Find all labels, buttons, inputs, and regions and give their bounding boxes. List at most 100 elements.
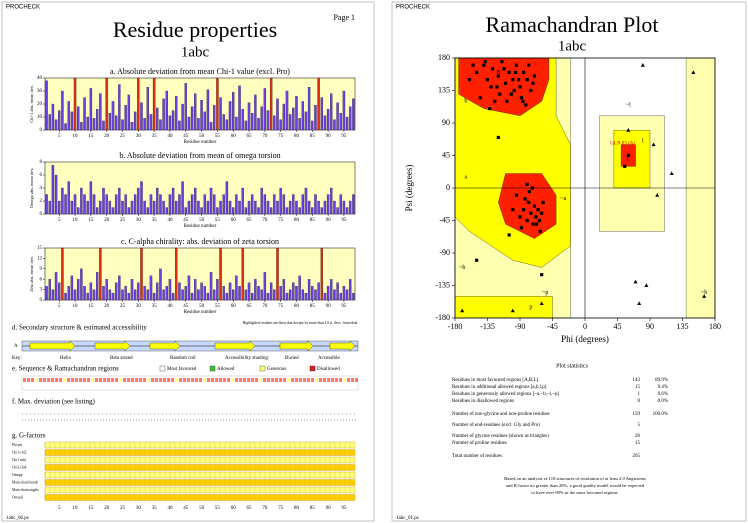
residue-point <box>518 85 522 89</box>
seq-cell <box>87 378 90 382</box>
x-tick-label: 30 <box>136 218 142 223</box>
stats-cell: 159 <box>633 412 641 417</box>
y-tick-label: -180 <box>435 313 450 322</box>
residue-point <box>522 70 526 75</box>
bar <box>304 111 308 131</box>
bar <box>171 187 175 215</box>
key-coil: Random coil <box>170 356 196 361</box>
bar <box>108 200 112 215</box>
residue-point <box>471 63 475 67</box>
bar <box>285 90 289 131</box>
footer: 1abc_06.ps <box>6 516 29 521</box>
x-tick-label: 5 <box>58 304 61 309</box>
residue-point <box>525 78 529 82</box>
x-tick-label: 60 <box>231 304 237 309</box>
bar <box>247 282 251 301</box>
x-tick-label: 65 <box>247 218 253 223</box>
residue-point <box>507 70 511 75</box>
stats-cell: 15 <box>635 441 641 446</box>
bar <box>80 122 83 131</box>
bar <box>238 200 241 215</box>
bar <box>339 112 342 131</box>
bar <box>260 289 263 301</box>
seq-cell <box>207 378 210 382</box>
bar <box>70 111 74 131</box>
seq-cell <box>287 378 290 382</box>
residue-point <box>541 200 545 205</box>
seq-cell <box>27 378 30 382</box>
bar <box>190 292 194 301</box>
seq-cell <box>103 378 106 382</box>
bar <box>216 207 219 215</box>
residue-point <box>514 70 518 75</box>
bar <box>175 200 178 215</box>
footnote: to have over 90% in the most favoured re… <box>531 490 618 495</box>
residue-point <box>475 258 479 262</box>
y-tick-label: 0 <box>446 183 450 192</box>
bar <box>232 92 235 131</box>
bar <box>219 97 222 131</box>
stats-cell: Residues in additional allowed regions [… <box>452 385 547 390</box>
y-tick-label: 6 <box>40 277 43 282</box>
bar <box>336 282 339 301</box>
section-title: f. Max. deviation (see listing) <box>12 398 95 406</box>
y-tick-label: -90 <box>439 248 450 257</box>
bar <box>301 289 305 301</box>
seq-cell <box>251 378 254 382</box>
bar <box>143 200 146 215</box>
bar <box>304 292 308 301</box>
bar <box>307 86 311 131</box>
seq-cell <box>151 378 154 382</box>
glycine-point <box>651 142 656 147</box>
seq-cell <box>239 378 242 382</box>
x-tick-label: 10 <box>73 506 79 511</box>
gfactor-row-label: Chi1-chi2 <box>12 450 27 454</box>
bar <box>200 282 203 301</box>
residue-point <box>626 153 630 158</box>
bar <box>320 97 323 131</box>
bar <box>200 99 203 131</box>
stats-cell: 5 <box>638 423 641 428</box>
bar <box>67 101 70 131</box>
seq-cell <box>63 378 66 382</box>
x-tick-label: 30 <box>136 304 142 309</box>
y-tick-label: -135 <box>435 280 450 289</box>
bar <box>152 200 156 215</box>
seq-cell <box>155 378 158 382</box>
bar <box>320 247 323 301</box>
seq-cell <box>267 378 270 382</box>
x-tick-label: 5 <box>58 506 61 511</box>
x-tick-label: -45 <box>547 322 558 331</box>
seq-cell <box>175 378 178 382</box>
residue-point <box>496 135 500 140</box>
seq-cell <box>231 378 234 382</box>
bar <box>54 119 58 131</box>
bar <box>304 187 308 215</box>
seq-cell <box>203 378 206 382</box>
bar <box>228 101 232 131</box>
bar <box>130 200 134 215</box>
bar <box>152 292 156 301</box>
bar <box>45 286 48 301</box>
residue-point <box>538 229 542 233</box>
seq-cell <box>199 378 202 382</box>
seq-cell <box>59 378 62 382</box>
region-label: ~a <box>560 196 566 202</box>
bar <box>238 85 241 131</box>
seq-cell <box>95 378 98 382</box>
ss-strand <box>329 340 356 352</box>
x-tick-label: 85 <box>310 134 316 139</box>
bar <box>298 118 301 131</box>
bar <box>118 187 121 215</box>
residue-point <box>511 208 515 212</box>
bar <box>273 289 276 301</box>
x-tick-label: 15 <box>88 134 94 139</box>
bar <box>99 247 102 301</box>
x-tick-label: 15 <box>88 506 94 511</box>
region-label: p <box>529 305 532 311</box>
bar <box>247 102 251 131</box>
bar <box>143 286 146 301</box>
bar <box>111 207 115 215</box>
gfactor-row-label: Phi-psi <box>12 443 22 447</box>
legend-label: Generous <box>267 367 286 372</box>
